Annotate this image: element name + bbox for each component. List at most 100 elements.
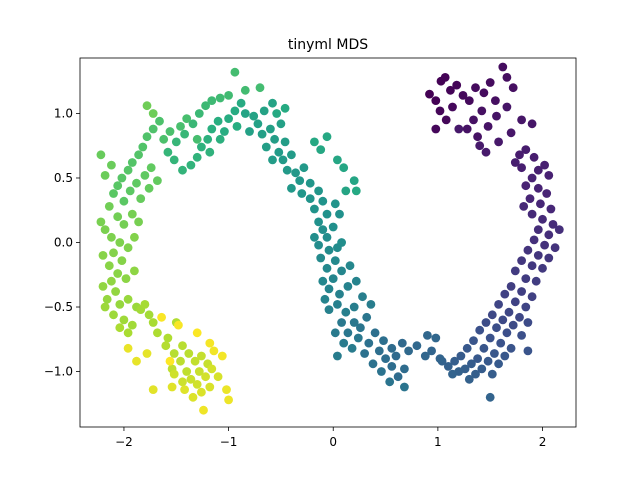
data-point (533, 183, 543, 193)
data-point (291, 168, 300, 178)
data-point (370, 328, 380, 338)
data-point (448, 102, 457, 112)
data-point (138, 142, 148, 152)
data-point (533, 251, 543, 260)
x-axis-ticks: −2 −1 0 1 2 (115, 427, 546, 449)
data-point (330, 328, 340, 338)
data-point (467, 359, 476, 369)
data-point (299, 163, 309, 173)
data-point (387, 362, 397, 371)
data-point (548, 220, 558, 229)
data-point (125, 186, 135, 196)
data-point (521, 145, 531, 155)
data-point (314, 240, 323, 250)
data-point (356, 323, 365, 333)
x-tick-label: 0 (329, 435, 337, 449)
data-point (240, 109, 250, 118)
data-point (142, 101, 152, 111)
data-points (96, 62, 564, 415)
data-point (270, 134, 279, 144)
data-point (510, 297, 520, 307)
data-point (496, 338, 506, 348)
data-point (381, 354, 390, 363)
data-point (431, 124, 441, 134)
data-point (213, 116, 223, 126)
data-point (477, 106, 487, 116)
y-tick-label: −1.0 (44, 365, 73, 379)
data-point (339, 163, 349, 173)
data-point (427, 346, 436, 356)
data-point (333, 351, 342, 361)
data-point (431, 96, 441, 105)
data-point (322, 232, 332, 242)
data-point (117, 256, 127, 265)
data-point (479, 88, 489, 98)
data-point (523, 346, 533, 356)
data-point (159, 134, 169, 144)
data-point (199, 405, 208, 415)
data-point (456, 351, 466, 361)
data-point (180, 385, 190, 394)
data-point (224, 114, 234, 123)
data-point (217, 351, 227, 361)
data-point (119, 196, 129, 206)
data-point (207, 124, 217, 134)
data-point (337, 266, 346, 276)
data-point (163, 147, 173, 157)
data-point (192, 152, 202, 162)
data-point (207, 96, 217, 105)
data-point (142, 349, 152, 358)
data-point (127, 320, 137, 330)
data-point (341, 186, 351, 196)
data-point (540, 240, 549, 250)
data-point (374, 346, 384, 356)
data-point (533, 225, 543, 235)
data-point (318, 196, 328, 206)
data-point (201, 101, 211, 111)
data-point (113, 212, 123, 222)
data-point (544, 230, 554, 240)
data-point (479, 343, 489, 353)
data-point (119, 315, 129, 325)
data-point (310, 232, 319, 242)
data-point (100, 302, 110, 312)
data-point (462, 343, 472, 353)
data-point (98, 282, 108, 291)
data-point (397, 338, 407, 348)
data-point (328, 222, 338, 232)
data-point (360, 349, 369, 358)
data-point (527, 261, 537, 271)
data-point (515, 312, 524, 322)
data-point (190, 356, 200, 366)
data-point (188, 119, 198, 129)
x-tick-label: 1 (434, 435, 442, 449)
data-point (169, 155, 179, 165)
data-point (165, 356, 175, 366)
data-point (529, 235, 539, 245)
data-point (197, 142, 206, 152)
data-point (215, 93, 225, 103)
data-point (487, 369, 497, 379)
data-point (295, 176, 305, 186)
data-point (431, 333, 441, 343)
data-point (316, 145, 326, 155)
data-point (123, 343, 133, 353)
data-point (107, 160, 116, 170)
data-point (222, 385, 231, 394)
data-point (155, 116, 164, 126)
data-point (121, 274, 131, 283)
data-point (205, 382, 215, 392)
data-point (324, 284, 334, 294)
data-point (165, 127, 175, 136)
data-point (148, 109, 158, 118)
data-point (236, 98, 246, 108)
data-point (257, 129, 267, 139)
data-point (448, 369, 457, 379)
data-point (180, 129, 190, 139)
data-point (268, 155, 277, 165)
data-point (353, 333, 363, 343)
data-point (153, 176, 162, 186)
data-point (274, 147, 284, 157)
data-point (351, 186, 361, 196)
data-point (127, 209, 137, 219)
